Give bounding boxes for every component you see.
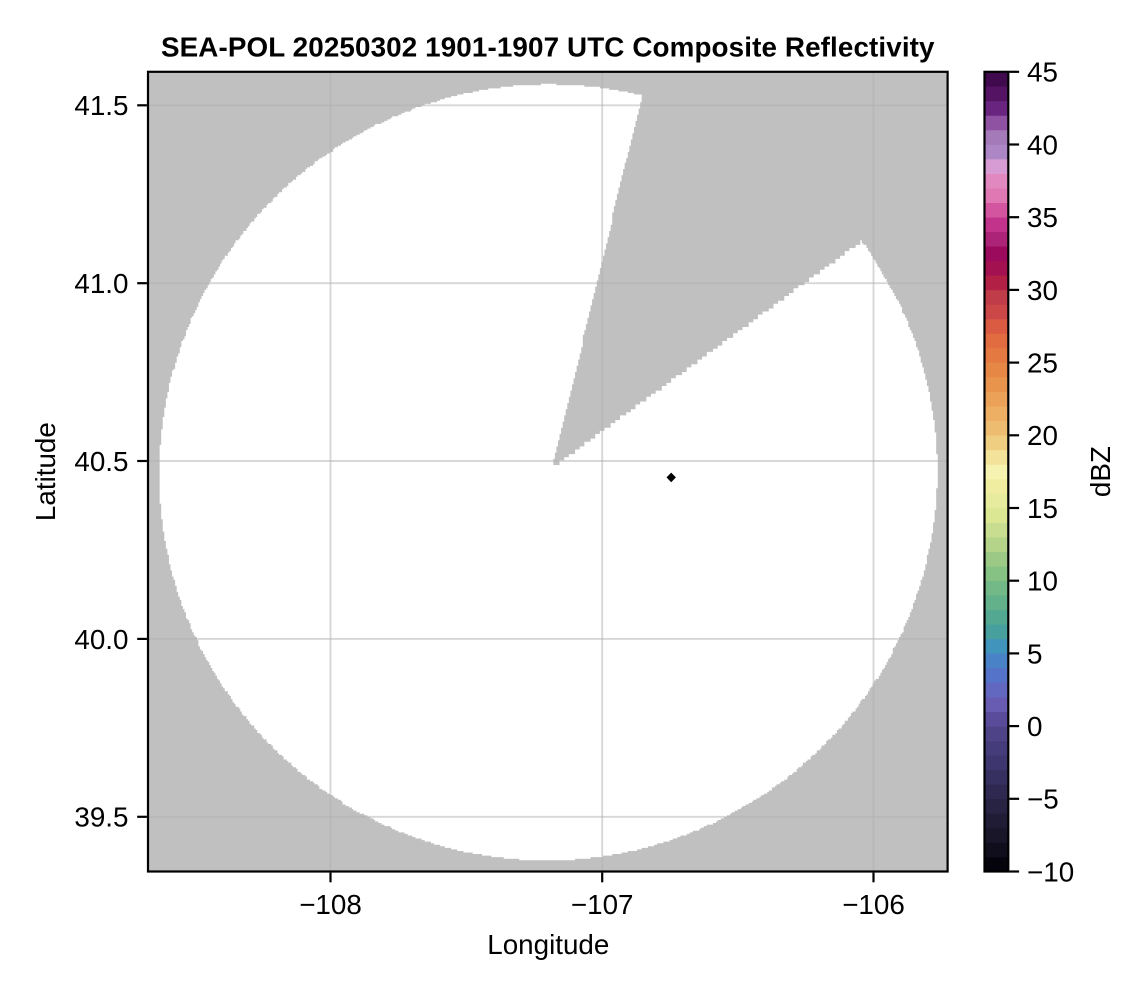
svg-text:dBZ: dBZ [1085,446,1116,497]
svg-text:Latitude: Latitude [30,422,61,521]
svg-text:40.5: 40.5 [74,446,128,477]
svg-text:−106: −106 [842,889,905,920]
svg-text:41.5: 41.5 [74,90,128,121]
svg-text:30: 30 [1027,275,1058,306]
svg-text:40: 40 [1027,129,1058,160]
svg-text:−107: −107 [571,889,634,920]
svg-text:25: 25 [1027,348,1058,379]
svg-text:39.5: 39.5 [74,802,128,833]
svg-text:40.0: 40.0 [74,624,128,655]
svg-text:20: 20 [1027,420,1058,451]
svg-text:Longitude: Longitude [487,929,609,960]
svg-text:41.0: 41.0 [74,268,128,299]
svg-text:−10: −10 [1027,856,1074,887]
svg-text:35: 35 [1027,202,1058,233]
svg-text:15: 15 [1027,493,1058,524]
svg-text:45: 45 [1027,57,1058,88]
svg-text:5: 5 [1027,638,1042,669]
svg-text:10: 10 [1027,566,1058,597]
svg-text:0: 0 [1027,711,1042,742]
svg-text:SEA-POL 20250302 1901-1907 UTC: SEA-POL 20250302 1901-1907 UTC Composite… [161,32,935,63]
svg-text:−108: −108 [299,889,362,920]
svg-text:−5: −5 [1027,784,1059,815]
